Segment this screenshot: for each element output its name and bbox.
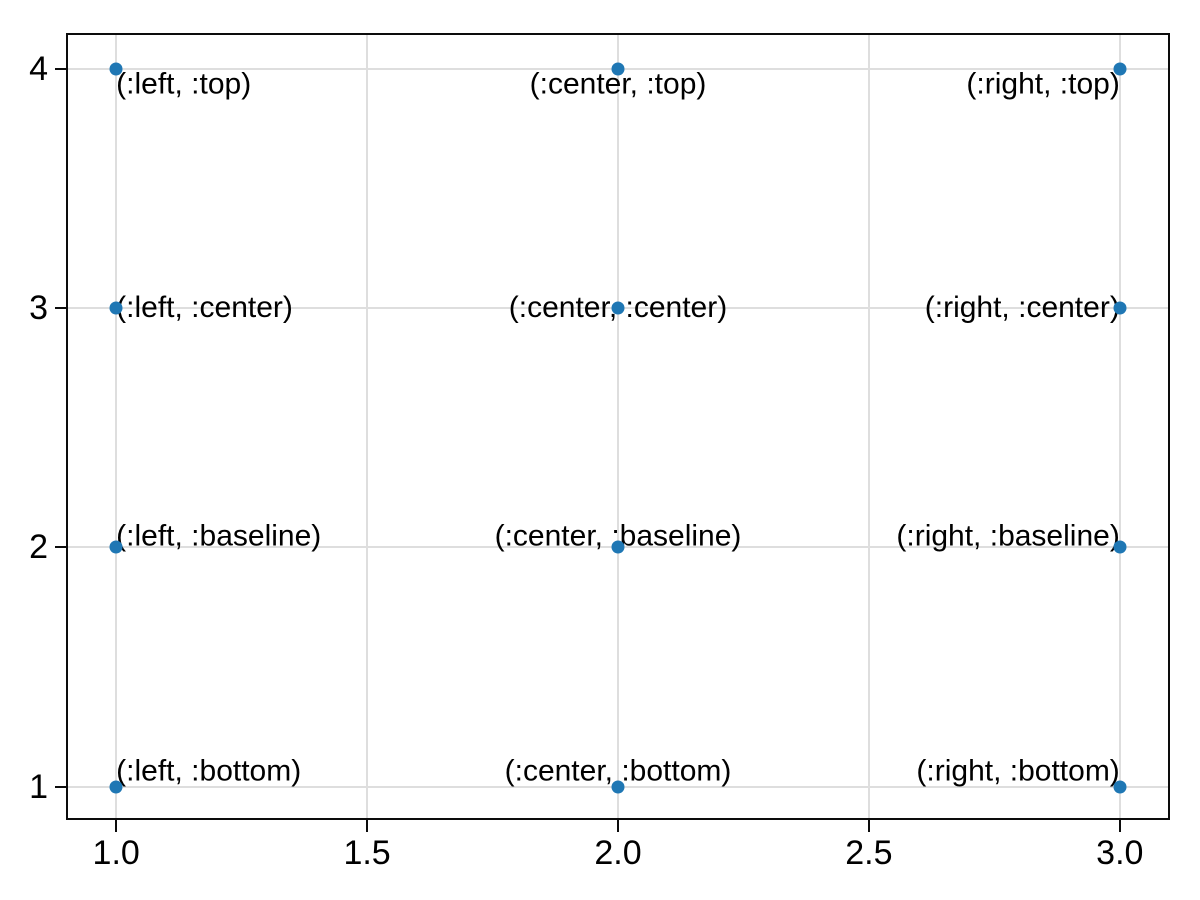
x-tick-mark — [617, 820, 619, 832]
x-gridline — [867, 35, 870, 818]
data-point — [611, 780, 625, 793]
x-gridline — [1118, 35, 1121, 818]
data-point — [109, 62, 123, 76]
data-point — [611, 62, 625, 76]
point-label: (:right, :top) — [966, 67, 1120, 101]
x-tick-label: 3.0 — [1096, 834, 1144, 872]
y-tick-label: 2 — [29, 528, 48, 567]
data-point — [1113, 780, 1127, 793]
x-gridline — [617, 35, 619, 818]
x-tick-mark — [1118, 820, 1121, 832]
x-tick-label: 2.0 — [594, 834, 642, 872]
y-tick-label: 3 — [29, 289, 48, 328]
point-label: (:right, :baseline) — [896, 519, 1120, 553]
x-tick-label: 1.5 — [343, 834, 391, 872]
data-point — [611, 540, 625, 554]
data-point — [109, 540, 123, 554]
data-point — [109, 301, 123, 315]
point-label: (:right, :center) — [924, 291, 1120, 325]
y-tick-label: 4 — [29, 49, 48, 88]
data-point — [611, 301, 625, 315]
x-tick-label: 2.5 — [845, 834, 893, 872]
y-tick-mark — [55, 307, 66, 310]
data-point — [1113, 301, 1127, 315]
x-gridline — [366, 35, 369, 818]
point-label: (:left, :baseline) — [116, 519, 322, 553]
x-tick-mark — [366, 820, 369, 832]
point-label: (:right, :bottom) — [916, 753, 1120, 787]
y-tick-mark — [55, 785, 66, 788]
data-point — [1113, 62, 1127, 76]
x-tick-label: 1.0 — [92, 834, 140, 872]
point-label: (:left, :center) — [116, 291, 293, 325]
y-tick-label: 1 — [29, 767, 48, 806]
plot-area — [66, 33, 1170, 820]
point-label: (:left, :bottom) — [116, 753, 302, 787]
y-tick-mark — [55, 546, 66, 549]
data-point — [1113, 540, 1127, 554]
point-label: (:left, :top) — [116, 67, 252, 101]
data-point — [109, 780, 123, 793]
x-gridline — [115, 35, 118, 818]
x-tick-mark — [115, 820, 118, 832]
x-tick-mark — [867, 820, 870, 832]
y-tick-mark — [55, 67, 66, 70]
